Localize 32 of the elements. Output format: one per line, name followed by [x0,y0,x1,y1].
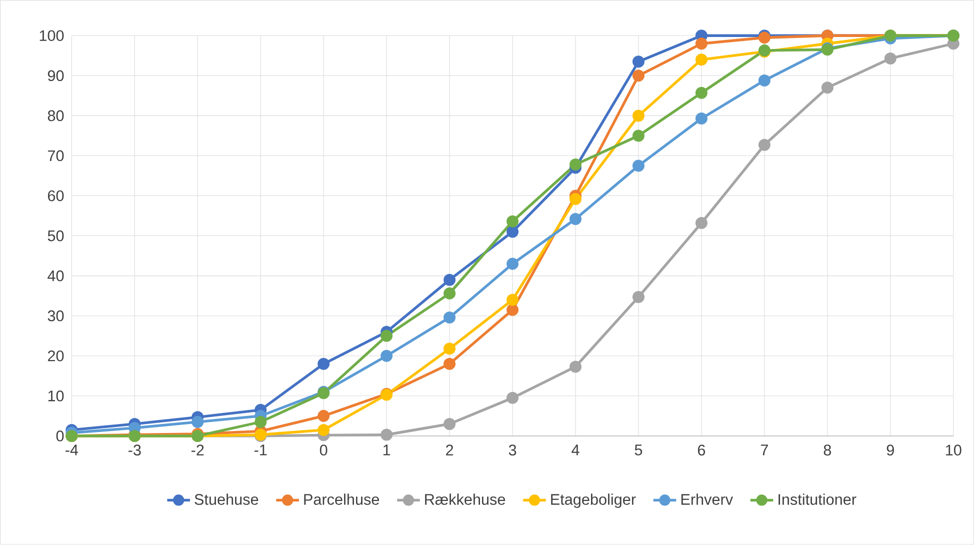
x-tick-label: 5 [634,444,642,456]
y-tick-label: 60 [48,190,64,202]
x-tick-label: -4 [66,444,78,456]
x-tick-label: -1 [254,444,267,456]
y-tick-label: 100 [40,30,64,42]
x-tick-label: 9 [886,444,894,456]
legend-label: Erhverv [681,494,733,506]
y-tick-label: 70 [48,150,64,162]
x-tick-label: 7 [760,444,768,456]
y-tick-label: 50 [48,230,64,242]
x-tick-label: 6 [698,444,706,456]
x-tick-label: 8 [824,444,832,456]
y-tick-label: 30 [48,310,64,322]
x-tick-label: -2 [192,444,204,456]
legend-label: Institutioner [778,494,856,506]
x-tick-label: 4 [572,444,580,456]
y-tick-label: 0 [56,430,64,442]
x-tick-label: 0 [320,444,328,456]
x-tick-label: 10 [946,444,962,456]
y-tick-label: 10 [48,390,64,402]
y-tick-label: 20 [48,350,64,362]
y-tick-label: 90 [48,70,64,82]
y-tick-label: 80 [48,110,64,122]
legend-label: Parcelhuse [304,494,380,506]
y-tick-label: 40 [48,270,64,282]
x-tick-label: 2 [446,444,454,456]
x-tick-label: -3 [128,444,141,456]
x-tick-label: 1 [383,444,390,456]
legend-label: Stuehuse [194,494,258,506]
x-tick-label: 3 [508,444,516,456]
legend-label: Rækkehuse [425,494,506,506]
legend-label: Etageboliger [551,494,636,508]
